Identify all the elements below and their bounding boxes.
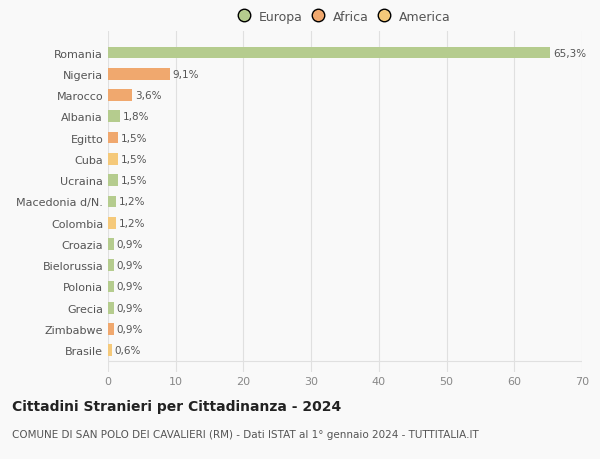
Bar <box>108 260 114 271</box>
Bar <box>108 111 120 123</box>
Bar <box>108 196 116 208</box>
Text: 65,3%: 65,3% <box>553 48 586 58</box>
Text: 1,2%: 1,2% <box>119 218 145 228</box>
Bar <box>108 48 550 59</box>
Text: 0,9%: 0,9% <box>117 303 143 313</box>
Bar <box>108 239 114 250</box>
Text: 0,9%: 0,9% <box>117 282 143 292</box>
Text: 0,9%: 0,9% <box>117 261 143 271</box>
Text: 0,6%: 0,6% <box>115 346 141 356</box>
Legend: Europa, Africa, America: Europa, Africa, America <box>239 11 451 24</box>
Text: 0,9%: 0,9% <box>117 240 143 249</box>
Bar <box>108 69 170 80</box>
Text: 1,2%: 1,2% <box>119 197 145 207</box>
Text: 1,8%: 1,8% <box>123 112 149 122</box>
Text: COMUNE DI SAN POLO DEI CAVALIERI (RM) - Dati ISTAT al 1° gennaio 2024 - TUTTITAL: COMUNE DI SAN POLO DEI CAVALIERI (RM) - … <box>12 429 479 439</box>
Bar <box>108 154 118 165</box>
Bar <box>108 345 112 356</box>
Bar <box>108 218 116 229</box>
Text: 0,9%: 0,9% <box>117 325 143 334</box>
Bar <box>108 175 118 186</box>
Text: 1,5%: 1,5% <box>121 155 148 164</box>
Text: 1,5%: 1,5% <box>121 176 148 186</box>
Text: Cittadini Stranieri per Cittadinanza - 2024: Cittadini Stranieri per Cittadinanza - 2… <box>12 399 341 413</box>
Bar <box>108 133 118 144</box>
Bar <box>108 324 114 335</box>
Text: 1,5%: 1,5% <box>121 133 148 143</box>
Text: 9,1%: 9,1% <box>172 70 199 79</box>
Text: 3,6%: 3,6% <box>135 91 161 101</box>
Bar <box>108 302 114 314</box>
Bar <box>108 281 114 293</box>
Bar <box>108 90 133 102</box>
